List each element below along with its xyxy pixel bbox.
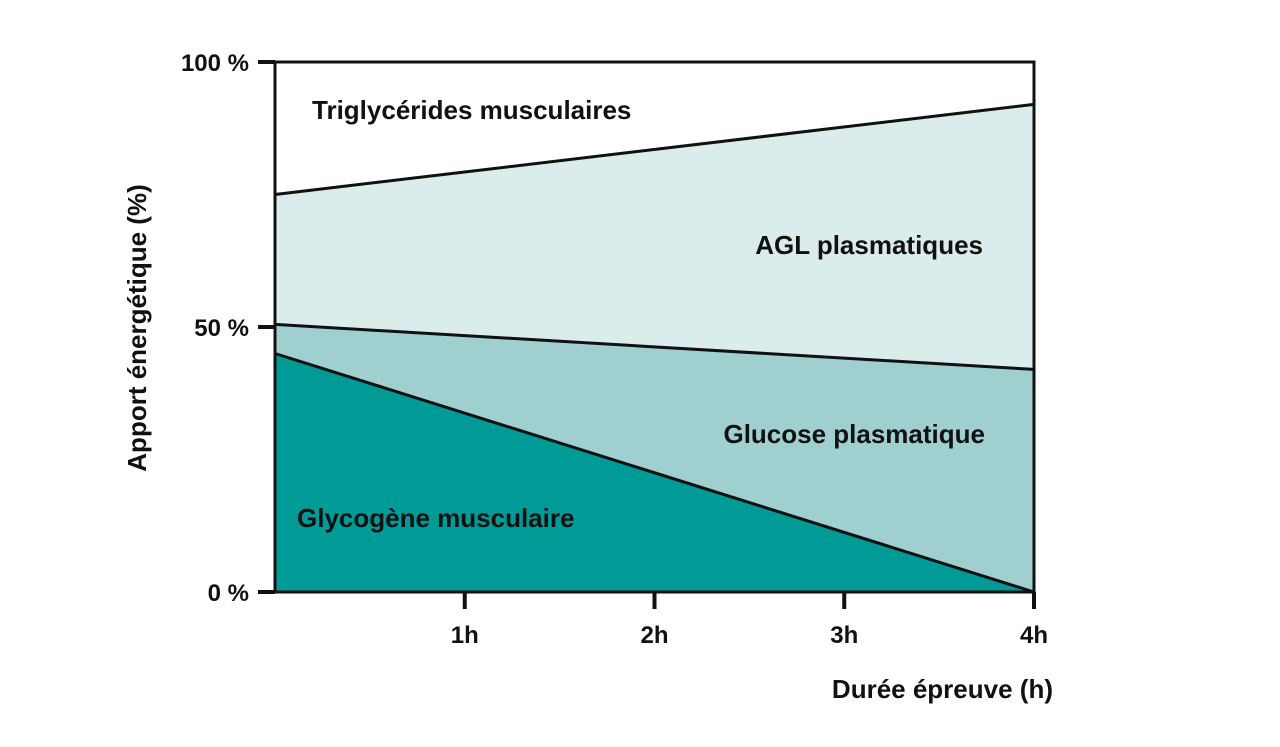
area-glucose-plasmatique — [275, 324, 1034, 592]
area-agl-plasmatiques — [275, 104, 1034, 370]
x-tick-label: 1h — [451, 622, 479, 649]
series-label-glucose-plasmatique: Glucose plasmatique — [723, 419, 985, 449]
area-triglycerides-musculaires — [275, 62, 1034, 195]
x-tick-label: 3h — [830, 622, 858, 649]
area-labels: Glycogène musculaire Glucose plasmatique A… — [297, 95, 985, 533]
x-axis-label: Durée épreuve (h) — [832, 674, 1053, 704]
boundary-line-agl-plasmatiques — [274, 102, 1035, 196]
boundary-line-glycogene-musculaire — [274, 352, 1035, 594]
axis-ticks: 0 % 50 % 100 % 1h 2h 3h 4h — [181, 50, 1048, 649]
series-label-glycogene-musculaire: Glycogène musculaire — [297, 503, 574, 533]
y-tick-label: 0 % — [208, 580, 249, 607]
area-boundary-lines — [274, 102, 1035, 594]
y-tick-label: 100 % — [181, 50, 249, 77]
x-tick-label: 2h — [640, 622, 668, 649]
y-tick-label: 50 % — [194, 315, 249, 342]
series-label-agl-plasmatiques: AGL plasmatiques — [755, 230, 983, 260]
boundary-line-glucose-plasmatique — [274, 322, 1035, 371]
y-axis-label: Apport énergétique (%) — [122, 184, 152, 471]
x-tick-label: 4h — [1020, 622, 1048, 649]
series-label-triglycerides-musculaires: Triglycérides musculaires — [312, 95, 631, 125]
